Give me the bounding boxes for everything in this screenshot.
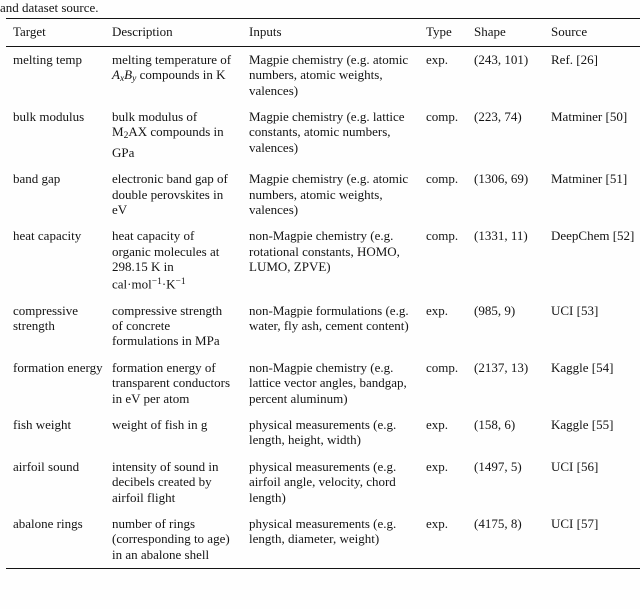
shape-cell: (1331, 11) [474, 228, 528, 244]
type-cell: comp. [426, 359, 459, 375]
math-run: B [124, 67, 133, 83]
target-cell: heat capacity [13, 228, 82, 244]
col-header-description: Description [111, 18, 248, 47]
math-run: x [119, 74, 125, 85]
description-cell: weight of fish in g [111, 412, 248, 454]
source-cell: Matminer [51] [551, 171, 628, 187]
inputs-cell: physical measurements (e.g. airfoil angl… [249, 458, 397, 505]
text-run: compounds in K [136, 67, 226, 83]
text-run: formation energy of transparent conducto… [112, 359, 231, 406]
inputs-cell: Magpie chemistry (e.g. atomic numbers, a… [249, 171, 409, 218]
target-cell: compressive strength [13, 302, 78, 333]
header-row: Target Description Inputs Type Shape Source [6, 18, 640, 47]
shape-cell: (243, 101) [474, 51, 529, 67]
col-header-inputs: Inputs [248, 18, 425, 47]
inputs-cell: non-Magpie chemistry (e.g. rotational co… [249, 228, 400, 275]
description-cell: formation energy of transparent conducto… [111, 355, 248, 412]
source-cell: Ref. [26] [551, 51, 598, 67]
source-cell: DeepChem [52] [551, 228, 635, 244]
target-cell: airfoil sound [13, 458, 80, 474]
text-run: AX compounds in GPa [112, 124, 224, 160]
text-run: melting temperature of [112, 51, 232, 67]
table-row: heat capacity heat capacity of organic mo… [6, 223, 640, 297]
table-row: formation energy formation energy of tran… [6, 355, 640, 412]
inputs-cell: non-Magpie chemistry (e.g. lattice vecto… [249, 359, 407, 406]
description-cell: electronic band gap of double perovskite… [111, 166, 248, 223]
description-cell: number of rings (corresponding to age) i… [111, 511, 248, 569]
math-run: y [132, 74, 137, 85]
text-run: ·K [161, 276, 176, 292]
math-run: A [112, 67, 120, 83]
text-run: weight of fish in g [112, 417, 208, 433]
table-row: fish weight weight of fish in g physical m… [6, 412, 640, 454]
source-cell: Kaggle [55] [551, 417, 614, 433]
description-cell: intensity of sound in decibels created b… [111, 454, 248, 511]
target-cell: bulk modulus [13, 109, 85, 125]
text-run: electronic band gap of double perovskite… [112, 171, 228, 218]
shape-cell: (223, 74) [474, 109, 522, 125]
col-header-type: Type [425, 18, 473, 47]
table-row: band gap electronic band gap of double pe… [6, 166, 640, 223]
table-row: airfoil sound intensity of sound in decib… [6, 454, 640, 511]
text-run: intensity of sound in decibels created b… [112, 458, 219, 505]
table-row: abalone rings number of rings (correspond… [6, 511, 640, 569]
source-cell: UCI [57] [551, 516, 599, 532]
col-header-target: Target [6, 18, 111, 47]
source-cell: Matminer [50] [551, 109, 628, 125]
type-cell: exp. [426, 417, 449, 433]
type-cell: exp. [426, 458, 449, 474]
table-row: compressive strength compressive strength… [6, 298, 640, 355]
table-row: melting temp melting temperature of AxBy … [6, 46, 640, 104]
target-cell: formation energy [13, 359, 103, 375]
target-cell: band gap [13, 171, 61, 187]
shape-cell: (158, 6) [474, 417, 516, 433]
math-run: −1 [151, 276, 162, 287]
description-cell: bulk modulus of M2AX compounds in GPa [111, 104, 248, 166]
table-body: melting temp melting temperature of AxBy … [6, 46, 640, 568]
type-cell: exp. [426, 302, 449, 318]
type-cell: comp. [426, 109, 459, 125]
shape-cell: (1497, 5) [474, 458, 522, 474]
type-cell: exp. [426, 516, 449, 532]
shape-cell: (1306, 69) [474, 171, 529, 187]
text-run: heat capacity of organic molecules at 29… [112, 228, 220, 292]
target-cell: fish weight [13, 417, 72, 433]
shape-cell: (985, 9) [474, 302, 516, 318]
shape-cell: (4175, 8) [474, 516, 522, 532]
type-cell: comp. [426, 228, 459, 244]
target-cell: melting temp [13, 51, 82, 67]
inputs-cell: physical measurements (e.g. length, diam… [249, 516, 397, 547]
col-header-source: Source [550, 18, 640, 47]
inputs-cell: Magpie chemistry (e.g. lattice constants… [249, 109, 405, 155]
col-header-shape: Shape [473, 18, 550, 47]
description-cell: compressive strength of concrete formula… [111, 298, 248, 355]
inputs-cell: physical measurements (e.g. length, heig… [249, 417, 397, 448]
table-caption-fragment: and dataset source. [0, 0, 99, 15]
datasets-table: Target Description Inputs Type Shape Source m… [6, 18, 640, 570]
text-run: number of rings (corresponding to age) i… [112, 516, 230, 562]
target-cell: abalone rings [13, 516, 83, 532]
type-cell: comp. [426, 171, 459, 187]
source-cell: UCI [56] [551, 458, 599, 474]
table-row: bulk modulus bulk modulus of M2AX compoun… [6, 104, 640, 166]
inputs-cell: non-Magpie formulations (e.g. water, fly… [249, 302, 409, 333]
type-cell: exp. [426, 51, 449, 67]
table-header: Target Description Inputs Type Shape Source [6, 18, 640, 47]
text-run: bulk modulus of M [112, 109, 198, 140]
inputs-cell: Magpie chemistry (e.g. atomic numbers, a… [249, 51, 409, 98]
source-cell: UCI [53] [551, 302, 599, 318]
description-cell: melting temperature of AxBy compounds in… [111, 46, 248, 104]
math-run: −1 [175, 276, 186, 287]
source-cell: Kaggle [54] [551, 359, 614, 375]
math-run: 2 [123, 131, 129, 142]
description-cell: heat capacity of organic molecules at 29… [111, 223, 248, 297]
text-run: compressive strength of concrete formula… [112, 302, 223, 349]
shape-cell: (2137, 13) [474, 359, 529, 375]
